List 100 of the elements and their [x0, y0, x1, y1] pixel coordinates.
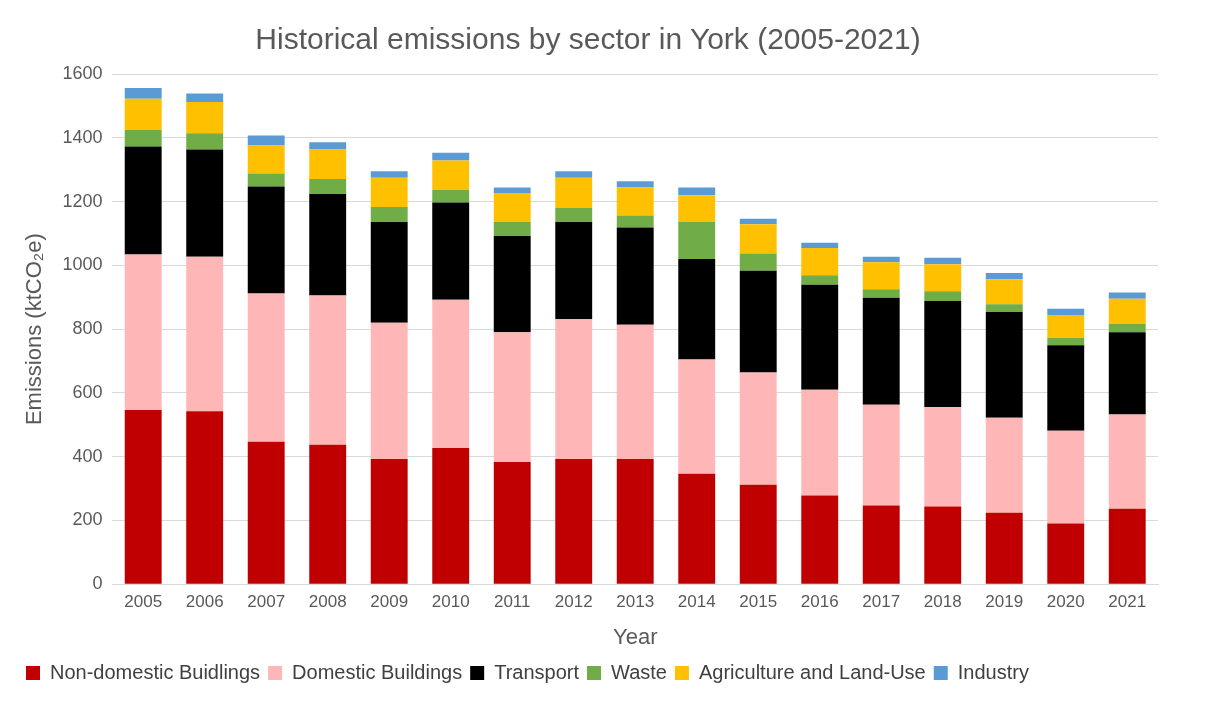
- bar: [309, 142, 347, 150]
- x-tick-label: 2007: [247, 592, 286, 612]
- bar: [924, 406, 962, 507]
- bar: [801, 495, 839, 584]
- bar: [555, 319, 593, 459]
- x-tick-label: 2016: [800, 592, 839, 612]
- legend-label: Transport: [494, 660, 580, 683]
- bar: [309, 295, 347, 445]
- bar: [616, 181, 654, 188]
- bar: [862, 262, 900, 290]
- bar: [1047, 308, 1085, 316]
- bar: [924, 257, 962, 265]
- bar: [801, 389, 839, 496]
- bar: [616, 458, 654, 584]
- x-tick-label: 2005: [124, 592, 163, 612]
- bar: [1108, 414, 1146, 509]
- bar: [616, 324, 654, 459]
- bar: [678, 221, 716, 259]
- y-tick-label: 200: [72, 509, 103, 530]
- bar: [555, 221, 593, 320]
- bar: [801, 248, 839, 276]
- bar: [432, 152, 470, 161]
- bar: [124, 254, 162, 411]
- bar: [616, 187, 654, 216]
- bar: [678, 258, 716, 360]
- bar: [432, 189, 470, 203]
- bar: [309, 149, 347, 179]
- bar: [616, 227, 654, 325]
- bar: [1047, 337, 1085, 346]
- bar: [924, 301, 962, 407]
- bar: [493, 235, 531, 333]
- bar: [985, 272, 1023, 280]
- y-tick-label: 1600: [62, 62, 103, 83]
- bar: [985, 417, 1023, 513]
- bar: [370, 177, 408, 207]
- bar: [678, 359, 716, 474]
- y-axis-title: Emissions (ktCO₂e): [21, 233, 47, 426]
- bar: [924, 264, 962, 292]
- y-tick-label: 600: [72, 381, 103, 402]
- y-tick-label: 0: [92, 573, 103, 594]
- bar: [247, 293, 285, 442]
- bar: [370, 206, 408, 222]
- bar: [1047, 315, 1085, 338]
- bar: [124, 146, 162, 255]
- bar: [432, 299, 470, 449]
- bar: [370, 171, 408, 178]
- bar: [985, 279, 1023, 305]
- bar: [247, 135, 285, 146]
- y-tick-label: 1400: [62, 126, 103, 147]
- bar: [739, 218, 777, 225]
- bar: [1047, 345, 1085, 431]
- bar: [1108, 323, 1146, 333]
- bar: [493, 187, 531, 193]
- x-tick-label: 2021: [1108, 592, 1147, 612]
- bar: [186, 256, 224, 412]
- bar: [985, 304, 1023, 312]
- bar: [186, 411, 224, 584]
- bar: [616, 215, 654, 228]
- bar: [801, 242, 839, 249]
- bar: [555, 171, 593, 178]
- bar: [247, 441, 285, 584]
- bar: [1108, 292, 1146, 299]
- bar: [370, 221, 408, 323]
- bar: [432, 448, 470, 584]
- bar: [862, 297, 900, 405]
- bar: [432, 160, 470, 190]
- x-tick-label: 2015: [739, 592, 778, 612]
- x-axis-title: Year: [612, 623, 658, 649]
- legend-label: Waste: [611, 660, 667, 683]
- y-tick-label: 1000: [62, 254, 103, 275]
- chart-title: Historical emissions by sector in York (2005-2021): [255, 22, 921, 56]
- bar: [124, 410, 162, 584]
- bar: [493, 221, 531, 236]
- bar: [924, 506, 962, 584]
- x-tick-label: 2009: [370, 592, 409, 612]
- y-tick-label: 800: [72, 318, 103, 339]
- bar: [186, 133, 224, 150]
- x-tick-label: 2011: [493, 592, 531, 612]
- bar: [862, 289, 900, 298]
- x-tick-label: 2006: [185, 592, 224, 612]
- bar: [801, 275, 839, 285]
- bar: [493, 332, 531, 463]
- x-tick-label: 2017: [862, 592, 901, 612]
- bar: [924, 291, 962, 302]
- bar: [739, 372, 777, 485]
- bar: [801, 284, 839, 390]
- x-tick-label: 2018: [923, 592, 962, 612]
- legend-label: Agriculture and Land-Use: [698, 660, 926, 683]
- bar: [493, 462, 531, 584]
- x-tick-label: 2020: [1046, 592, 1085, 612]
- bar: [1108, 298, 1146, 324]
- bar: [678, 473, 716, 584]
- bar: [247, 186, 285, 294]
- x-tick-label: 2012: [554, 592, 593, 612]
- bar: [739, 484, 777, 584]
- bar: [370, 322, 408, 459]
- bar: [678, 187, 716, 196]
- bar: [309, 193, 347, 296]
- bar: [739, 270, 777, 373]
- bar: [862, 256, 900, 263]
